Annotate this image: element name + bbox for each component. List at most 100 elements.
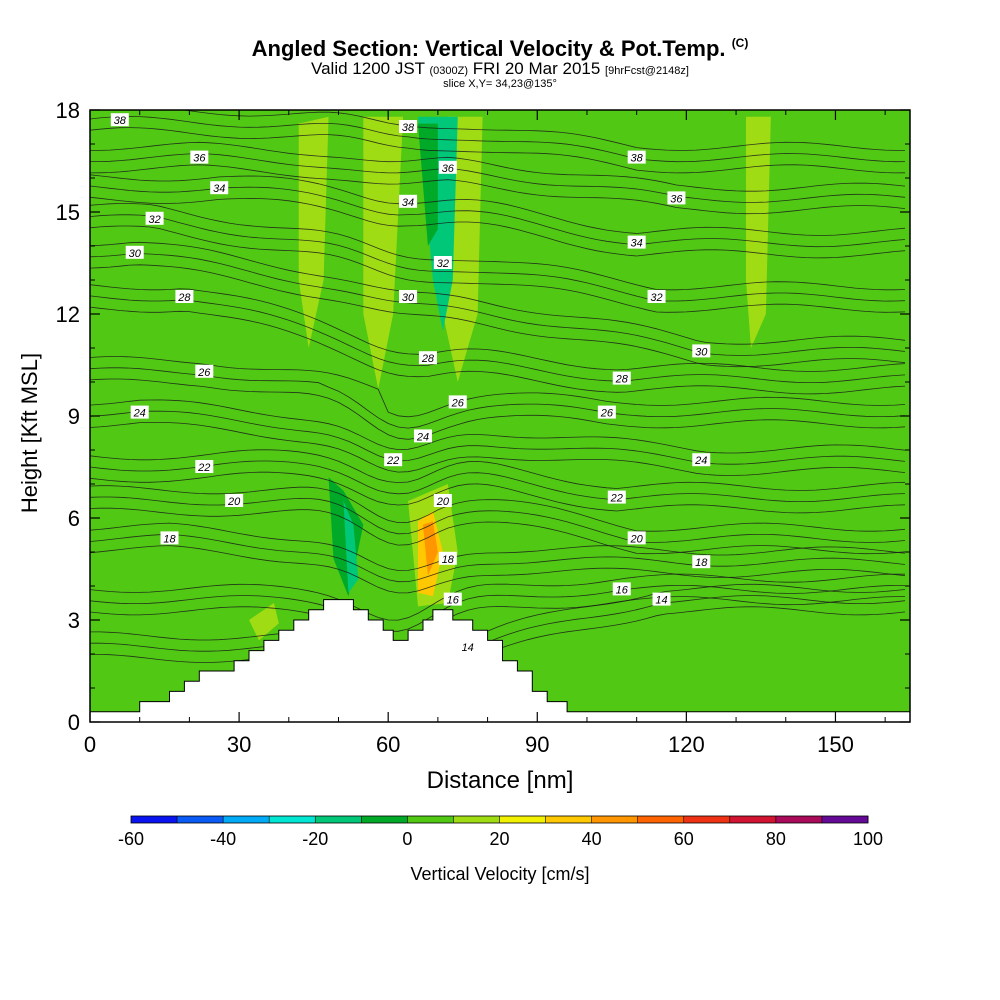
isotherm-line bbox=[90, 378, 906, 440]
y-tick-label: 3 bbox=[68, 608, 80, 633]
colorbar-tick-label: 20 bbox=[489, 829, 509, 849]
velocity-region bbox=[422, 521, 438, 576]
isotherm-label: 26 bbox=[597, 405, 616, 420]
isotherm-line bbox=[90, 306, 906, 395]
y-tick-label: 15 bbox=[56, 200, 80, 225]
x-tick-label: 30 bbox=[227, 732, 251, 757]
colorbar-swatch bbox=[775, 816, 823, 823]
isotherm-label: 20 bbox=[433, 494, 452, 508]
isotherm-label-box bbox=[399, 194, 418, 208]
isotherm-label: 36 bbox=[667, 191, 686, 205]
isotherm-label: 24 bbox=[692, 453, 711, 467]
isotherm-line bbox=[90, 356, 906, 418]
isotherm-label-box bbox=[458, 640, 477, 654]
colorbar-swatch bbox=[821, 816, 869, 823]
isotherm-label-box bbox=[647, 290, 666, 303]
isotherm-line bbox=[90, 127, 906, 174]
velocity-region bbox=[601, 116, 687, 451]
velocity-region bbox=[507, 116, 587, 410]
isotherm-label-text: 24 bbox=[416, 431, 429, 443]
isotherm-label-text: 26 bbox=[600, 408, 614, 420]
colorbar-swatch bbox=[177, 816, 224, 823]
isotherm-label-text: 18 bbox=[695, 557, 708, 569]
isotherm-line bbox=[90, 471, 906, 514]
velocity-region bbox=[343, 501, 359, 593]
isotherm-label-text: 22 bbox=[610, 493, 623, 505]
terrain bbox=[89, 599, 911, 723]
isotherm-label-text: 30 bbox=[695, 346, 708, 358]
isotherm-label-box bbox=[438, 160, 457, 174]
isotherm-label-text: 32 bbox=[148, 214, 160, 226]
isotherm-label: 18 bbox=[692, 555, 711, 569]
isotherm-label-box bbox=[652, 592, 671, 606]
y-tick-label: 9 bbox=[68, 404, 80, 429]
isotherm-label-text: 16 bbox=[616, 584, 629, 596]
colorbar-swatch bbox=[637, 816, 685, 823]
colorbar: -60 -40 -20 0 20 40 60 80 100 bbox=[118, 815, 883, 849]
isotherm-label: 20 bbox=[627, 531, 646, 545]
x-tick-label: 0 bbox=[84, 732, 96, 757]
y-tick-label: 12 bbox=[56, 302, 80, 327]
isotherm-label-box bbox=[210, 181, 229, 195]
colorbar-swatch bbox=[315, 816, 362, 823]
isotherm-line bbox=[90, 596, 905, 643]
isotherm-label: 34 bbox=[210, 181, 229, 195]
velocity-region bbox=[562, 562, 910, 692]
colorbar-tick-label: -40 bbox=[210, 829, 236, 849]
isotherm-label: 38 bbox=[110, 113, 129, 127]
isotherm-label-text: 34 bbox=[631, 238, 643, 250]
isotherm-label-box bbox=[110, 113, 129, 127]
isotherm-label-box bbox=[190, 150, 209, 164]
colorbar-swatch bbox=[361, 816, 408, 823]
isotherm-label-box bbox=[448, 395, 467, 409]
isotherm-label-box bbox=[195, 364, 214, 378]
colorbar-tick-label: 0 bbox=[402, 829, 412, 849]
chart-subtitle: Valid 1200 JST (0300Z) FRI 20 Mar 2015 [… bbox=[0, 60, 1000, 80]
isotherm-label-box bbox=[384, 453, 403, 467]
isotherm-label-box bbox=[399, 290, 418, 303]
colorbar-tick-label: 80 bbox=[766, 829, 786, 849]
isotherm-label: 26 bbox=[195, 364, 214, 379]
colorbar-swatch bbox=[407, 816, 454, 823]
isotherm-label-text: 20 bbox=[436, 496, 450, 508]
isotherm-label: 30 bbox=[125, 245, 144, 260]
chart-title: Angled Section: Vertical Velocity & Pot.… bbox=[251, 36, 749, 61]
colorbar-swatch bbox=[223, 816, 270, 823]
isotherm-line bbox=[90, 422, 906, 476]
isotherm-label: 24 bbox=[413, 429, 432, 443]
isotherm-label-text: 22 bbox=[386, 455, 399, 467]
isotherm-label-text: 32 bbox=[650, 292, 662, 304]
colorbar-tick-label: -20 bbox=[302, 829, 328, 849]
isotherm-line bbox=[90, 399, 906, 454]
isotherm-label: 28 bbox=[175, 290, 194, 304]
isotherm-label-text: 36 bbox=[193, 153, 206, 165]
isotherm-label-box bbox=[627, 235, 646, 249]
colorbar-tick-label: 100 bbox=[853, 829, 883, 849]
colorbar-tick-label: 40 bbox=[582, 829, 602, 849]
isotherm-label: 34 bbox=[627, 235, 646, 250]
isotherm-label-box bbox=[443, 592, 462, 606]
isotherm-label: 16 bbox=[612, 582, 631, 596]
isotherm-label-box bbox=[692, 453, 711, 467]
isotherm-label-text: 30 bbox=[129, 248, 142, 260]
isotherm-label-text: 28 bbox=[177, 292, 191, 304]
isotherm-label: 16 bbox=[443, 592, 462, 607]
isotherm-label-box bbox=[692, 555, 711, 569]
colorbar-swatch bbox=[729, 816, 777, 823]
isotherm-line bbox=[90, 225, 906, 313]
isotherm-label-box bbox=[612, 371, 631, 385]
velocity-region bbox=[249, 603, 279, 641]
isotherm-label: 36 bbox=[438, 160, 457, 175]
colorbar-swatch bbox=[499, 816, 547, 823]
forecast-info: [9hrFcst@2148z] bbox=[605, 65, 689, 77]
isotherm-label-text: 36 bbox=[670, 193, 683, 205]
velocity-region bbox=[418, 123, 438, 246]
isotherm-label-text: 28 bbox=[615, 374, 629, 386]
isotherm-label: 30 bbox=[692, 344, 711, 358]
isotherm-line bbox=[90, 196, 906, 259]
isotherm-label: 14 bbox=[458, 640, 477, 654]
colorbar-tick-label: -60 bbox=[118, 829, 144, 849]
isotherm-label-box bbox=[607, 490, 626, 504]
colorbar-swatch bbox=[545, 816, 593, 823]
